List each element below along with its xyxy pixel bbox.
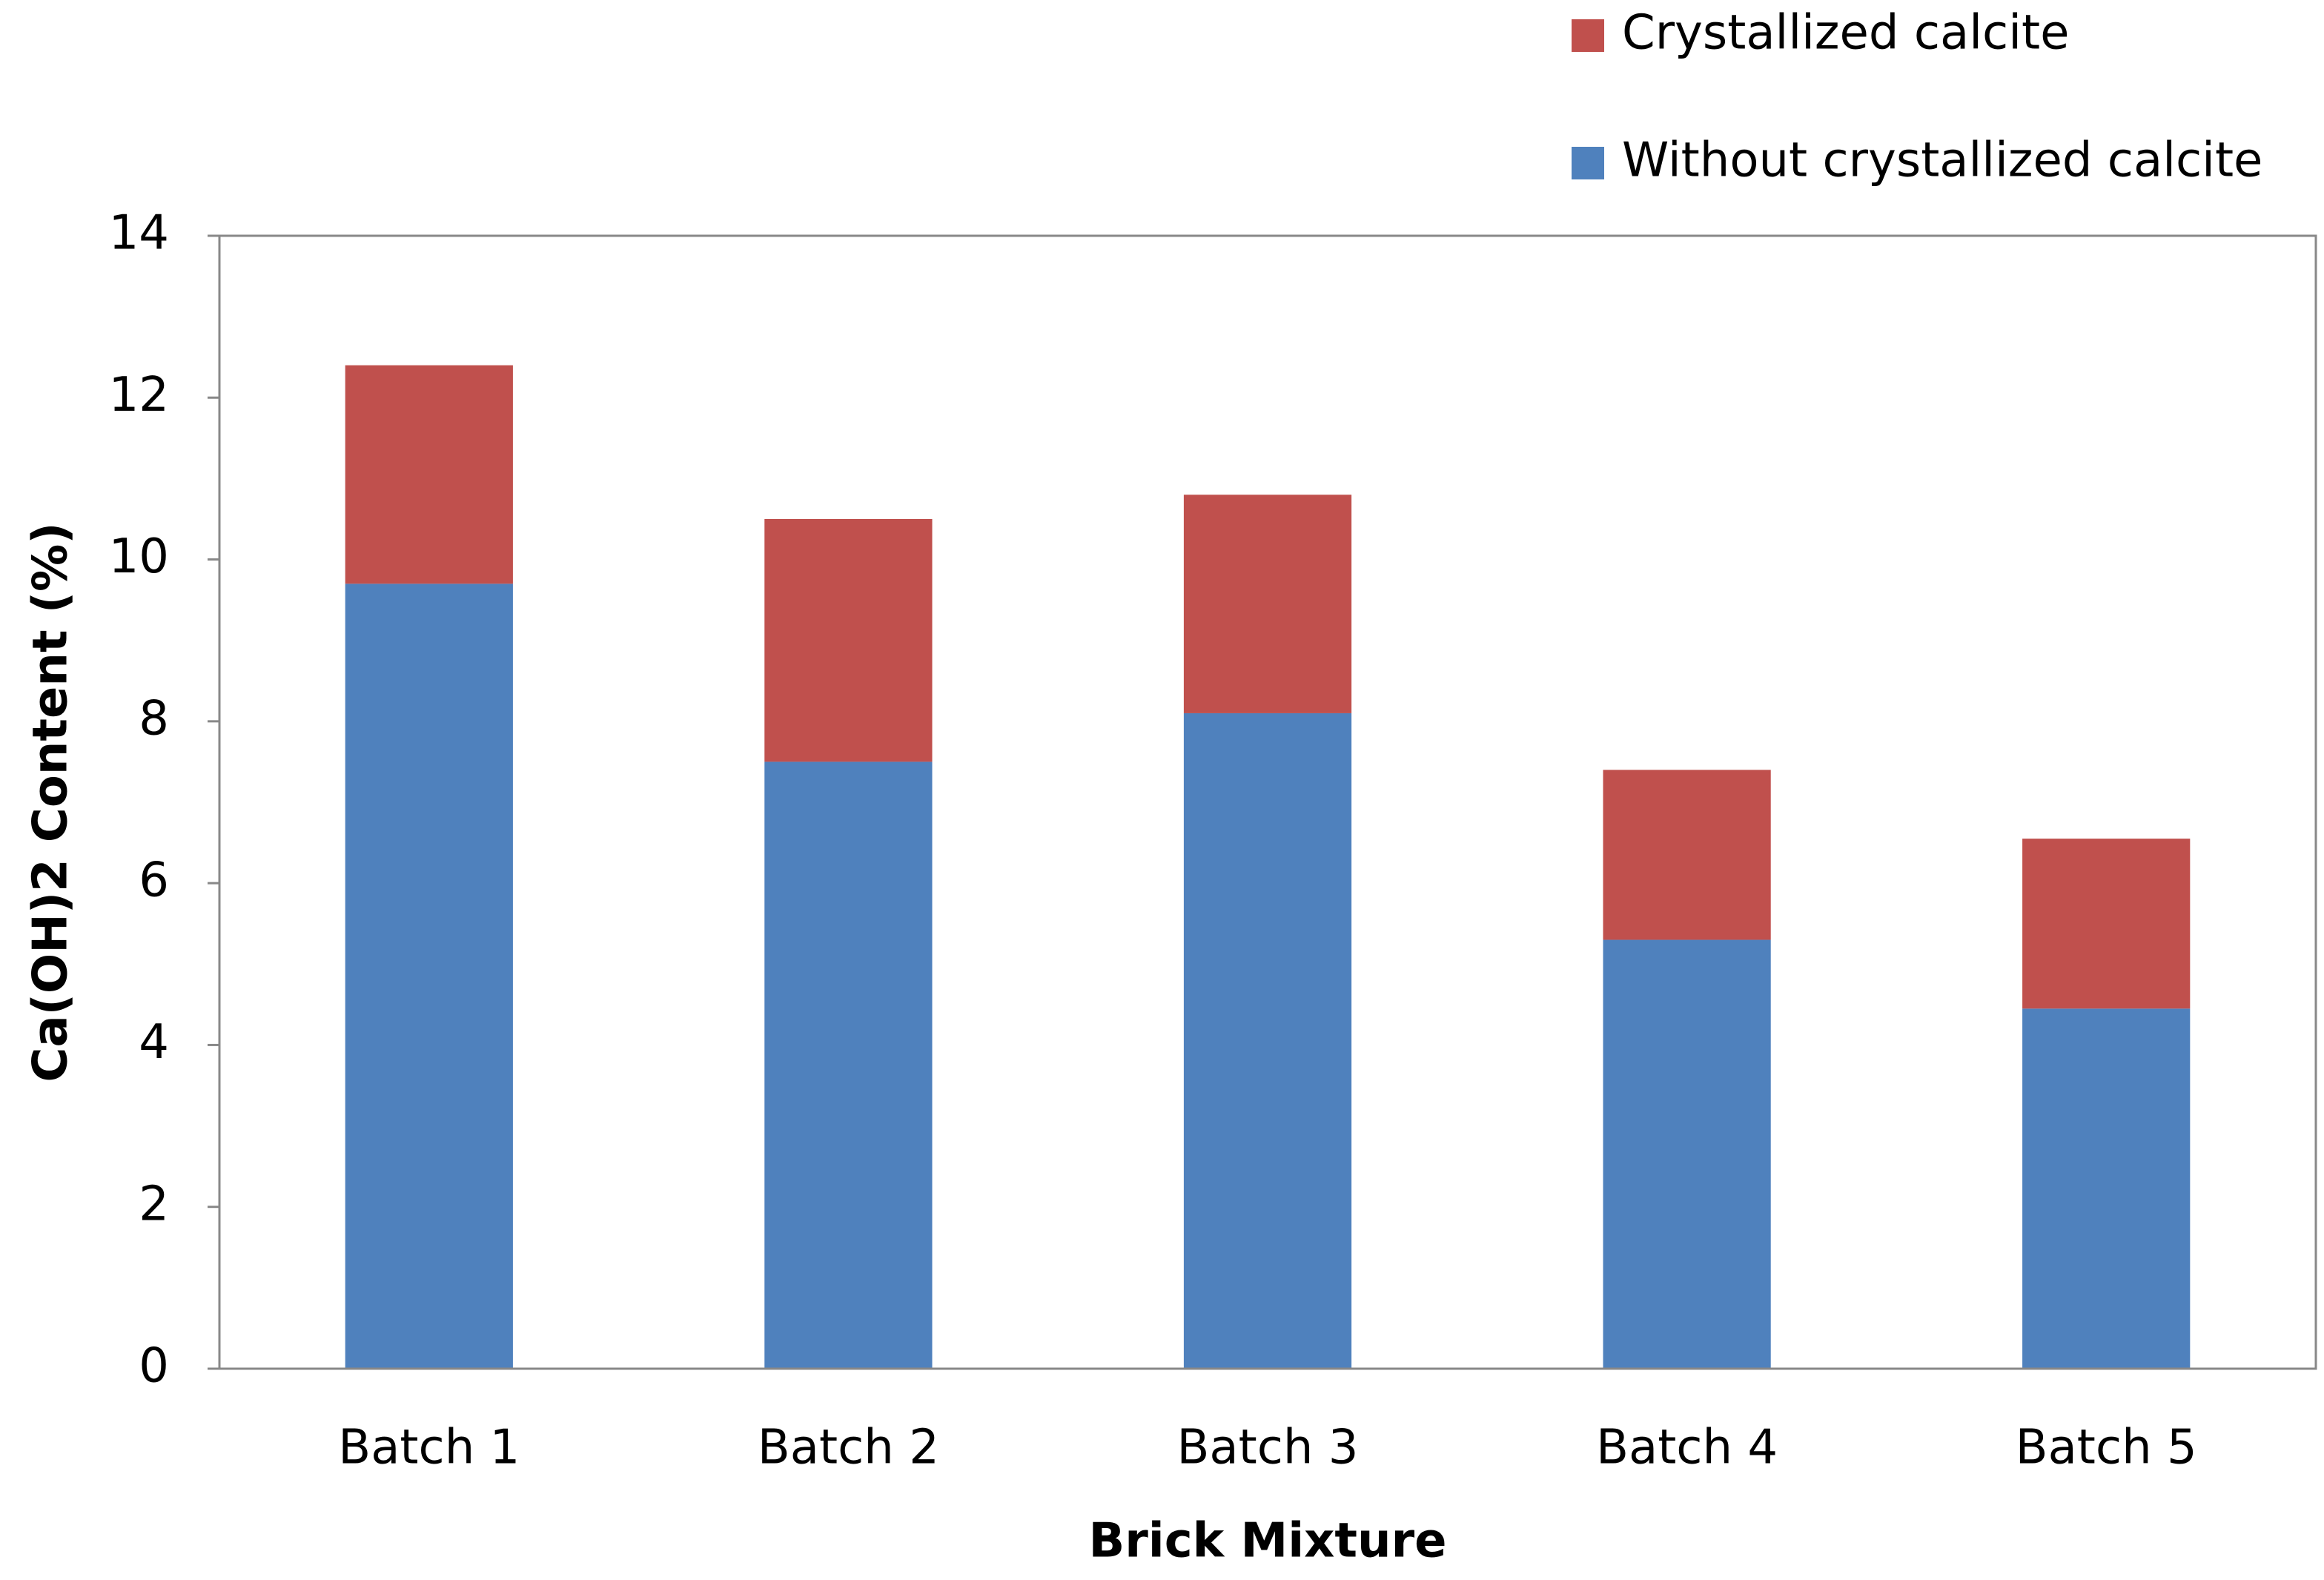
bar-segment	[1603, 939, 1771, 1369]
y-tick-label: 8	[139, 691, 169, 746]
x-tick-label: Batch 3	[1176, 1421, 1358, 1475]
legend-label: Without crystallized calcite	[1622, 133, 2262, 188]
y-tick-label: 14	[109, 206, 169, 261]
legend-swatch	[1572, 147, 1604, 179]
bar-segment	[1183, 495, 1352, 713]
x-tick-label: Batch 1	[338, 1421, 520, 1475]
y-tick-label: 12	[109, 368, 169, 423]
bar-segment	[1183, 713, 1352, 1369]
legend-label: Crystallized calcite	[1622, 6, 2069, 61]
plot-frame	[218, 234, 2317, 1370]
x-tick-label: Batch 4	[1596, 1421, 1778, 1475]
y-tick-label: 10	[109, 529, 169, 584]
y-tick-label: 2	[139, 1177, 169, 1232]
y-tick-label: 4	[139, 1015, 169, 1070]
bar-segment	[764, 761, 933, 1369]
bar-segment	[2022, 839, 2191, 1009]
legend-swatch	[1572, 19, 1604, 52]
bar-segment	[345, 365, 513, 584]
bar-segment	[345, 584, 513, 1369]
y-tick-label: 6	[139, 853, 169, 908]
x-tick-label: Batch 2	[758, 1421, 939, 1475]
bar-segment	[1603, 770, 1771, 940]
y-axis-title: Ca(OH)2 Content (%)	[24, 523, 79, 1082]
x-tick-label: Batch 5	[2016, 1421, 2197, 1475]
y-tick-label: 0	[139, 1339, 169, 1394]
x-axis-title: Brick Mixture	[1088, 1514, 1446, 1569]
bar-segment	[2022, 1008, 2191, 1369]
bar-segment	[764, 519, 933, 762]
